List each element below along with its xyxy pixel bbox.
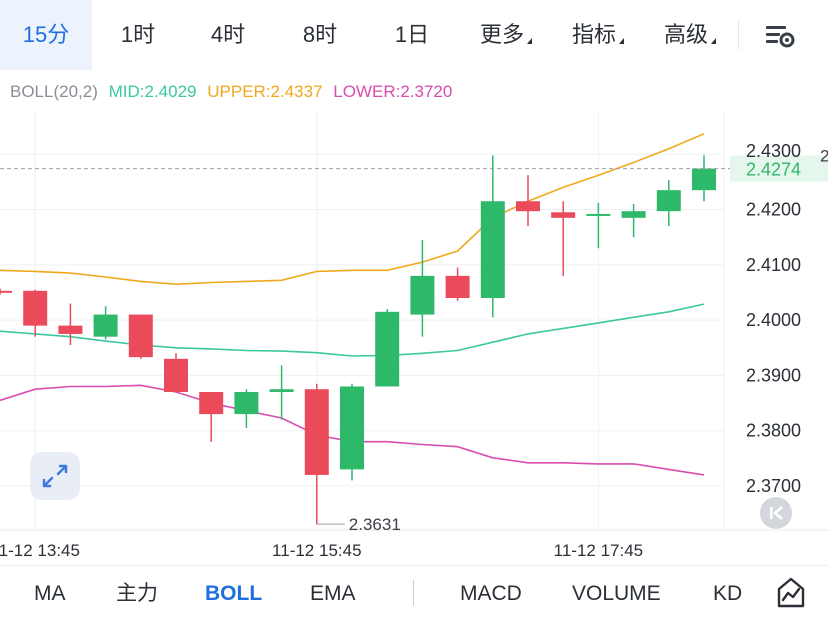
candle-body bbox=[445, 275, 470, 298]
candle-body bbox=[0, 290, 12, 293]
candle-body bbox=[586, 213, 611, 216]
indicator-main-force[interactable]: 主力 bbox=[116, 582, 158, 605]
dropdown-triangle-icon bbox=[527, 38, 532, 44]
tab-4hour[interactable]: 4时 bbox=[190, 0, 266, 70]
mid-value: MID:2.4029 bbox=[108, 82, 197, 101]
tab-more[interactable]: 更多 bbox=[466, 0, 546, 70]
indicator-macd[interactable]: MACD bbox=[460, 582, 522, 605]
candle-body bbox=[551, 212, 576, 218]
indicator-name: BOLL(20,2) bbox=[10, 82, 98, 101]
indicator-ma[interactable]: MA bbox=[34, 582, 66, 605]
x-tick-label: 11-12 17:45 bbox=[554, 541, 643, 560]
indicator-kd[interactable]: KD bbox=[713, 582, 743, 605]
y-tick-label: 2.3700 bbox=[746, 476, 801, 496]
y-tick-label: 2.3800 bbox=[746, 421, 801, 441]
divider bbox=[413, 580, 414, 606]
x-tick-label: 11-12 15:45 bbox=[272, 541, 361, 560]
boll-legend: BOLL(20,2) MID:2.4029 UPPER:2.4337 LOWER… bbox=[10, 82, 458, 102]
divider bbox=[738, 20, 739, 50]
upper-band-line bbox=[0, 133, 705, 286]
candle-body bbox=[621, 211, 646, 218]
chart-settings-button[interactable] bbox=[760, 18, 800, 54]
candle-body bbox=[692, 168, 716, 191]
chart-line-icon bbox=[777, 577, 805, 608]
lower-value: LOWER:2.3720 bbox=[333, 82, 453, 101]
candle-body bbox=[304, 389, 329, 475]
tab-label: 高级 bbox=[663, 22, 708, 47]
candle-body bbox=[199, 391, 224, 415]
candle-body bbox=[234, 391, 259, 415]
dropdown-triangle-icon bbox=[711, 38, 716, 44]
max-price-label: 2.4298 bbox=[820, 146, 828, 165]
tab-label: 指标 bbox=[571, 22, 616, 47]
tab-label: 1日 bbox=[394, 22, 430, 47]
candle-body bbox=[164, 358, 188, 392]
candle-body bbox=[410, 275, 435, 315]
y-tick-label: 2.4100 bbox=[746, 255, 801, 275]
candle-body bbox=[58, 325, 83, 334]
current-price-tag bbox=[730, 155, 828, 182]
expand-arrows-icon bbox=[42, 464, 68, 488]
candle-body bbox=[269, 389, 294, 392]
indicator-bar: MA 主力 BOLL EMA MACD VOLUME KD bbox=[0, 565, 828, 621]
candle-body bbox=[656, 190, 681, 212]
candle-body bbox=[480, 201, 505, 298]
tab-1day[interactable]: 1日 bbox=[374, 0, 450, 70]
tab-label: 8时 bbox=[302, 22, 338, 47]
fullscreen-button[interactable] bbox=[30, 452, 80, 500]
tab-8hour[interactable]: 8时 bbox=[282, 0, 358, 70]
dropdown-triangle-icon bbox=[619, 38, 624, 44]
candle-body bbox=[340, 386, 364, 470]
indicator-boll[interactable]: BOLL bbox=[205, 582, 263, 605]
timeframe-bar: 15分 1时 4时 8时 1日 更多 指标 高级 bbox=[0, 0, 828, 70]
candle-body bbox=[375, 311, 400, 387]
y-tick-label: 2.4000 bbox=[746, 310, 801, 330]
y-tick-label: 2.4200 bbox=[746, 200, 801, 220]
candle-body bbox=[93, 314, 118, 337]
upper-value: UPPER:2.4337 bbox=[207, 82, 323, 101]
mid-band-line bbox=[0, 303, 705, 357]
settings-icon bbox=[766, 26, 795, 48]
tab-15min[interactable]: 15分 bbox=[0, 0, 92, 70]
y-tick-label: 2.4300 bbox=[746, 141, 801, 161]
indicator-volume[interactable]: VOLUME bbox=[572, 582, 661, 605]
indicator-ema[interactable]: EMA bbox=[310, 582, 356, 605]
tab-indicators[interactable]: 指标 bbox=[558, 0, 638, 70]
current-price-label: 2.4274 bbox=[746, 160, 801, 180]
tab-1hour[interactable]: 1时 bbox=[100, 0, 176, 70]
drawing-tools-button[interactable] bbox=[774, 576, 808, 610]
tab-label: 1时 bbox=[120, 22, 156, 47]
candle-body bbox=[23, 290, 48, 326]
min-price-label: 2.3631 bbox=[349, 515, 401, 534]
tab-label: 4时 bbox=[210, 22, 246, 47]
scroll-to-latest-button[interactable] bbox=[760, 497, 792, 529]
candle-body bbox=[516, 201, 540, 212]
tab-label: 15分 bbox=[22, 22, 70, 47]
y-tick-label: 2.3900 bbox=[746, 365, 801, 385]
tab-label: 更多 bbox=[479, 22, 524, 47]
tab-advanced[interactable]: 高级 bbox=[650, 0, 730, 70]
skip-to-end-icon bbox=[770, 506, 783, 520]
x-tick-label: 11-12 13:45 bbox=[0, 541, 80, 560]
candle-body bbox=[128, 314, 153, 358]
